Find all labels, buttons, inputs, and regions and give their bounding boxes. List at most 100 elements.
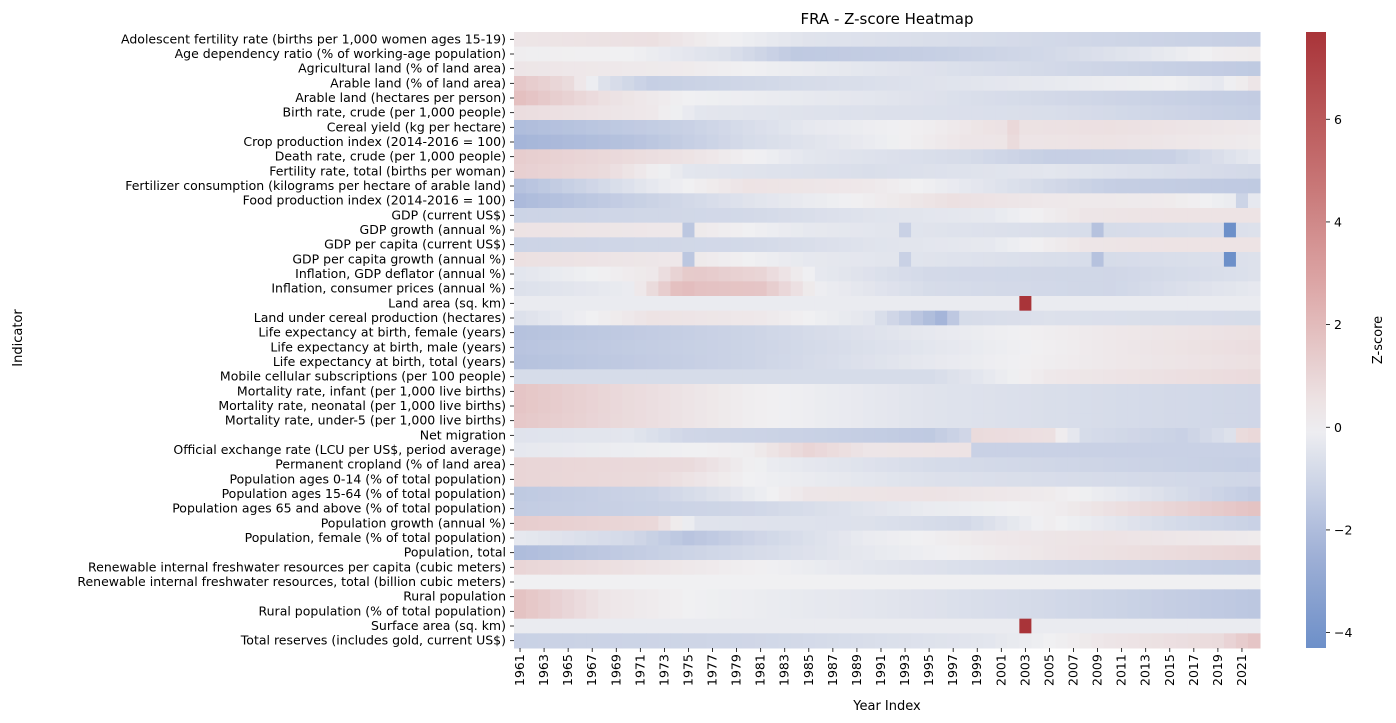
heatmap-cell — [1163, 46, 1177, 62]
heatmap-cell — [911, 545, 924, 561]
heatmap-cell — [887, 560, 900, 576]
heatmap-cell — [718, 76, 732, 92]
heatmap-cell — [1163, 340, 1177, 356]
heatmap-cell — [947, 413, 960, 429]
heatmap-cell — [622, 354, 635, 370]
heatmap-cell — [742, 164, 756, 180]
heatmap-cell — [1187, 472, 1201, 488]
heatmap-cell — [646, 589, 659, 605]
heatmap-cell — [682, 149, 695, 165]
heatmap-cell — [1127, 32, 1141, 48]
heatmap-cell — [574, 208, 587, 224]
heatmap-cell — [1211, 237, 1225, 253]
heatmap-cell — [899, 486, 912, 502]
heatmap-cell — [598, 149, 611, 165]
heatmap-cell — [1199, 516, 1213, 532]
heatmap-cell — [1019, 428, 1032, 444]
heatmap-cell — [562, 545, 575, 561]
heatmap-cell — [1067, 164, 1081, 180]
heatmap-cell — [838, 442, 852, 458]
heatmap-cell — [1079, 369, 1093, 385]
heatmap-cell — [718, 120, 732, 136]
heatmap-cell — [646, 105, 659, 121]
heatmap-cell — [1163, 413, 1177, 429]
heatmap-cell — [1067, 384, 1081, 400]
indicator-label: Mortality rate, under-5 (per 1,000 live … — [225, 413, 506, 428]
heatmap-cell — [814, 296, 828, 312]
indicator-label: Inflation, consumer prices (annual %) — [271, 281, 506, 296]
heatmap-cell — [923, 516, 936, 532]
heatmap-cell — [826, 428, 840, 444]
heatmap-cell — [1043, 208, 1056, 224]
heatmap-cell — [850, 545, 864, 561]
heatmap-cell — [826, 252, 840, 268]
heatmap-cell — [1235, 589, 1249, 605]
heatmap-cell — [1055, 32, 1068, 48]
heatmap-cell — [850, 149, 864, 165]
heatmap-cell — [1235, 457, 1249, 473]
heatmap-cell — [1079, 208, 1093, 224]
heatmap-cell — [1187, 120, 1201, 136]
heatmap-cell — [874, 545, 888, 561]
heatmap-cell — [1043, 32, 1056, 48]
heatmap-cell — [1007, 208, 1020, 224]
heatmap-cell — [778, 149, 792, 165]
heatmap-cell — [1007, 530, 1020, 546]
year-label: 2019 — [1210, 654, 1225, 686]
heatmap-cell — [742, 76, 756, 92]
heatmap-cell — [899, 208, 912, 224]
heatmap-cell — [718, 61, 732, 77]
heatmap-cell — [899, 340, 912, 356]
heatmap-cell — [1079, 560, 1093, 576]
heatmap-cell — [1211, 208, 1225, 224]
heatmap-cell — [887, 574, 900, 590]
heatmap-cell — [1031, 164, 1044, 180]
heatmap-cell — [658, 516, 671, 532]
heatmap-cell — [1199, 457, 1213, 473]
heatmap-cell — [694, 296, 708, 312]
heatmap-cell — [586, 32, 599, 48]
heatmap-cell — [634, 398, 647, 414]
heatmap-cell — [862, 545, 876, 561]
heatmap-cell — [1139, 310, 1153, 326]
heatmap-cell — [706, 281, 720, 297]
heatmap-cell — [971, 398, 984, 414]
heatmap-cell — [1091, 266, 1105, 282]
heatmap-cell — [1103, 281, 1117, 297]
heatmap-cell — [911, 428, 924, 444]
heatmap-cell — [598, 369, 611, 385]
heatmap-cell — [935, 384, 948, 400]
heatmap-cell — [694, 149, 708, 165]
heatmap-cell — [1091, 340, 1105, 356]
heatmap-cell — [682, 428, 695, 444]
heatmap-cell — [634, 46, 647, 62]
heatmap-cell — [778, 90, 792, 106]
heatmap-cell — [1067, 530, 1081, 546]
heatmap-cell — [802, 120, 816, 136]
heatmap-cell — [670, 530, 683, 546]
heatmap-cell — [874, 530, 888, 546]
heatmap-cell — [610, 325, 623, 341]
heatmap-cell — [1163, 589, 1177, 605]
heatmap-cell — [899, 354, 912, 370]
heatmap-cell — [874, 120, 888, 136]
heatmap-cell — [911, 457, 924, 473]
heatmap-cell — [694, 281, 708, 297]
heatmap-cell — [586, 120, 599, 136]
heatmap-cell — [778, 296, 792, 312]
heatmap-cell — [814, 32, 828, 48]
heatmap-cell — [646, 164, 659, 180]
heatmap-cell — [971, 46, 984, 62]
heatmap-cell — [1211, 193, 1225, 209]
heatmap-cell — [1247, 237, 1261, 253]
year-labels: 1961 1963 1965 1967 1969 1971 1973 1975 1977 1979… — [512, 648, 1249, 686]
heatmap-cell — [1127, 369, 1141, 385]
heatmap-cell — [646, 208, 659, 224]
heatmap-cell — [1115, 398, 1129, 414]
heatmap-cell — [838, 149, 852, 165]
heatmap-cell — [1199, 633, 1213, 649]
heatmap-cell — [887, 340, 900, 356]
heatmap-cell — [935, 193, 948, 209]
heatmap-cell — [526, 633, 539, 649]
heatmap-cell — [634, 134, 647, 150]
